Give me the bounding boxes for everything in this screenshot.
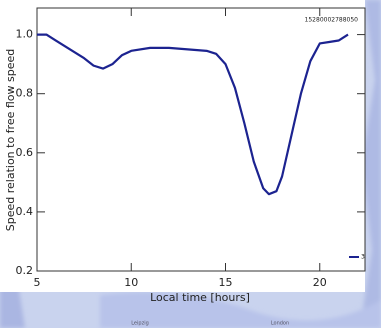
y-axis-label: Speed relation to free flow speed — [4, 49, 17, 232]
map-label: London — [271, 321, 289, 327]
x-axis-label: Local time [hours] — [150, 291, 250, 304]
y-tick-label: 0.6 — [16, 146, 34, 159]
map-label: Leipzig — [131, 321, 149, 327]
y-tick-label: 1.0 — [16, 28, 34, 41]
chart: 15280002788050 Local time [hours] Speed … — [0, 0, 381, 328]
y-tick-label: 0.8 — [16, 87, 34, 100]
page: {"chart_data":{"type":"line","title":"15… — [0, 0, 381, 328]
x-tick-label: 15 — [219, 276, 233, 289]
x-tick-label: 5 — [34, 276, 41, 289]
x-tick-label: 20 — [313, 276, 327, 289]
y-tick-label: 0.4 — [16, 205, 34, 218]
x-tick-label: 10 — [124, 276, 138, 289]
y-tick-label: 0.2 — [16, 264, 34, 277]
plot-panel — [0, 0, 365, 292]
chart-title: 15280002788050 — [305, 17, 359, 24]
legend-label: 3 — [361, 254, 365, 261]
